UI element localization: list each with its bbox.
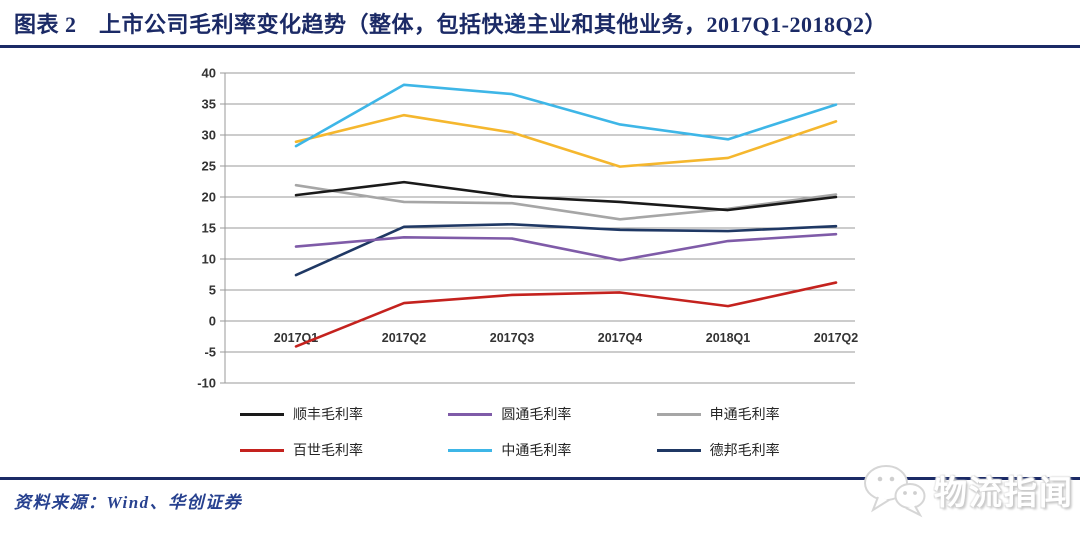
footer-divider [0, 477, 1080, 480]
legend-label-shunfeng: 顺丰毛利率 [293, 406, 363, 422]
legend-item-zhongtong: 中通毛利率 [448, 440, 656, 460]
x-tick-label: 2017Q2 [382, 331, 427, 345]
title-divider [0, 45, 1080, 48]
series-line-yuantong [294, 232, 838, 262]
legend-swatch-zhongtong [448, 448, 493, 452]
x-tick-label: 2017Q2 [814, 331, 859, 345]
legend-label-debang: 德邦毛利率 [709, 442, 780, 458]
watermark: 物流指闻 [856, 458, 1074, 522]
source-note: 资料来源：Wind、华创证券 [14, 493, 243, 512]
x-tick-label: 2018Q1 [706, 331, 751, 345]
y-tick-label: 20 [202, 190, 216, 205]
figure-title: 图表 2 上市公司毛利率变化趋势（整体，包括快递主业和其他业务，2017Q1-2… [14, 12, 888, 37]
y-tick-label: 5 [209, 283, 216, 298]
series-line-debang [294, 222, 838, 277]
y-tick-label: 40 [202, 66, 216, 81]
series-line-zhongtong [294, 83, 838, 148]
chart-legend: 顺丰毛利率 圆通毛利率 申通毛利率百世毛利率 中通毛利率 德邦毛利率 [240, 404, 865, 460]
legend-item-yuantong: 圆通毛利率 [448, 404, 656, 424]
legend-item-baishi: 百世毛利率 [240, 440, 448, 460]
legend-item-debang: 德邦毛利率 [656, 440, 865, 460]
legend-item-shunfeng: 顺丰毛利率 [240, 404, 448, 424]
legend-swatch-shentong [656, 412, 701, 416]
legend-label-shentong: 申通毛利率 [709, 406, 780, 422]
y-tick-label: -5 [204, 345, 216, 360]
y-tick-label: 30 [202, 128, 216, 143]
series-line-shentong [294, 183, 838, 221]
legend-swatch-yuantong [448, 412, 493, 416]
legend-item-shentong: 申通毛利率 [656, 404, 865, 424]
watermark-text: 物流指闻 [934, 474, 1074, 511]
legend-label-yuantong: 圆通毛利率 [501, 406, 572, 422]
legend-swatch-shunfeng [240, 412, 284, 416]
gross-margin-line-chart: 40 35 30 25 20 15 10 5 0 -5 -10 2017Q1 2017Q2 2017Q3 2… [180, 62, 880, 402]
x-tick-label: 2017Q3 [490, 331, 535, 345]
chart-canvas: 40 35 30 25 20 15 10 5 0 -5 -10 2017Q1 2017Q2 2017Q3 2… [197, 66, 859, 391]
x-tick-label: 2017Q1 [274, 331, 319, 345]
series-line-shunfeng [294, 180, 838, 212]
legend-swatch-debang [656, 448, 701, 452]
series-line-unlabeled-yellow [294, 113, 838, 168]
legend-swatch-baishi [240, 448, 284, 452]
y-tick-label: 0 [209, 314, 216, 329]
series-line-baishi [294, 281, 838, 348]
y-tick-label: 35 [202, 97, 216, 112]
y-tick-label: 25 [202, 159, 216, 174]
legend-label-baishi: 百世毛利率 [293, 442, 363, 458]
y-tick-label: -10 [197, 376, 216, 391]
y-tick-label: 10 [202, 252, 216, 267]
y-tick-label: 15 [202, 221, 216, 236]
wechat-bubbles-icon [864, 465, 926, 518]
x-tick-label: 2017Q4 [598, 331, 643, 345]
legend-label-zhongtong: 中通毛利率 [501, 442, 572, 458]
